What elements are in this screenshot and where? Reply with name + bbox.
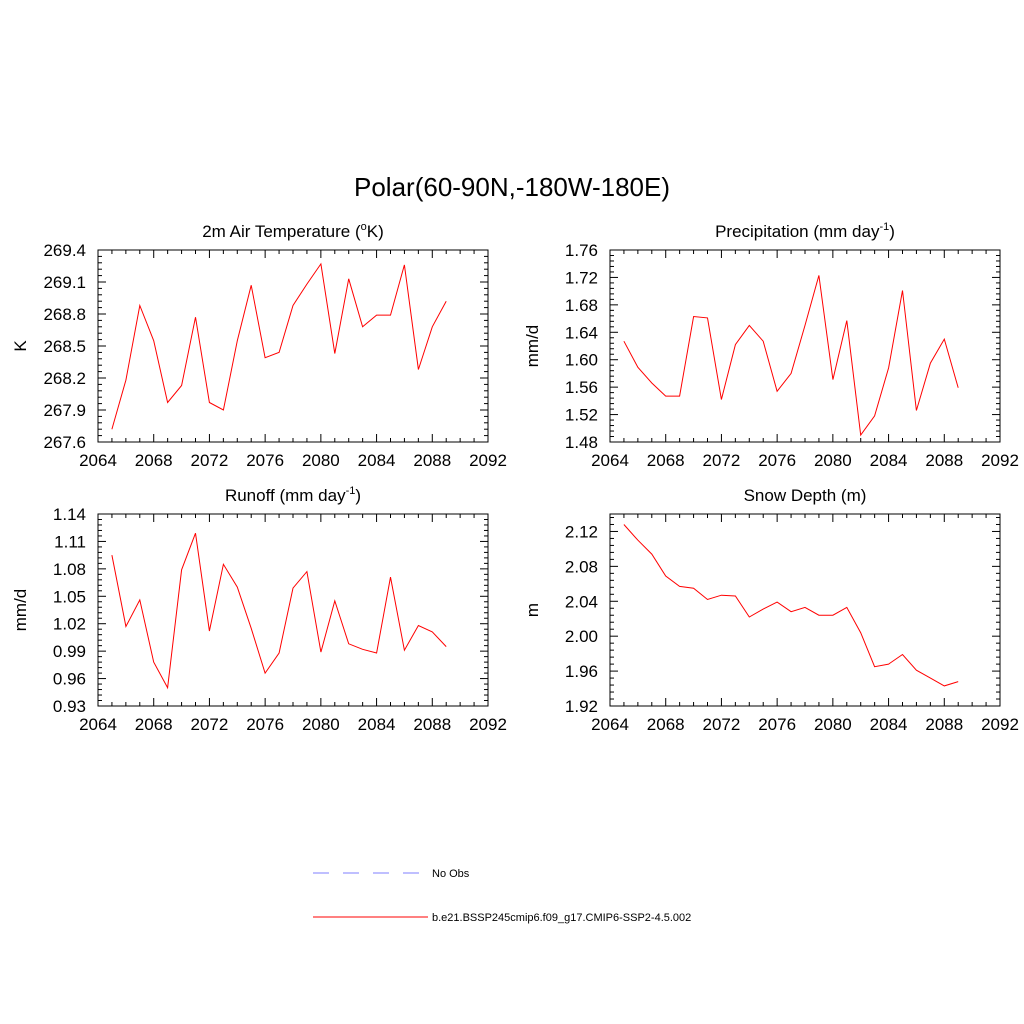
snow-depth-title: Snow Depth (m) (744, 486, 867, 505)
y-tick-label: 1.02 (53, 615, 86, 634)
x-tick-label: 2080 (814, 451, 852, 470)
runoff-ylabel: mm/d (11, 589, 30, 632)
x-tick-label: 2068 (647, 715, 685, 734)
x-tick-label: 2092 (981, 451, 1019, 470)
precipitation-panel: Precipitation (mm day-1) mm/d 2064 2068 2072… (523, 221, 1019, 470)
y-tick-label: 269.1 (43, 273, 86, 292)
y-tick-label: 1.05 (53, 587, 86, 606)
y-tick-label: 1.60 (565, 351, 598, 370)
legend-model-label: b.e21.BSSP245cmip6.f09_g17.CMIP6-SSP2-4.… (432, 912, 691, 924)
chart-panels: 2m Air Temperature (oK) K 2064 2068 2072 2076… (11, 221, 1019, 734)
precipitation-series-line (623, 275, 959, 437)
x-tick-label: 2084 (358, 451, 396, 470)
runoff-panel: Runoff (mm day-1) mm/d 2064 2068 2072 2076 208… (11, 485, 507, 734)
temperature-panel: 2m Air Temperature (oK) K 2064 2068 2072 2076… (11, 221, 507, 470)
y-tick-label: 2.12 (565, 522, 598, 541)
y-tick-label: 1.72 (565, 268, 598, 287)
y-tick-label: 267.9 (43, 401, 86, 420)
precipitation-ylabel: mm/d (523, 325, 542, 368)
y-tick-label: 267.6 (43, 433, 86, 452)
snow-depth-panel: Snow Depth (m) m 2064 2068 2072 2076 2080 2084 2… (523, 486, 1019, 734)
y-tick-label: 1.11 (54, 532, 86, 551)
figure-title: Polar(60-90N,-180W-180E) (354, 172, 670, 202)
x-tick-label: 2092 (469, 715, 507, 734)
y-tick-label: 2.04 (565, 592, 598, 611)
y-tick-label: 269.4 (43, 241, 86, 260)
x-tick-label: 2068 (135, 451, 173, 470)
y-tick-label: 1.52 (565, 406, 598, 425)
legend: No Obs b.e21.BSSP245cmip6.f09_g17.CMIP6-… (313, 868, 691, 924)
x-tick-label: 2080 (302, 451, 340, 470)
y-tick-label: 1.64 (565, 323, 598, 342)
x-tick-label: 2072 (191, 715, 229, 734)
temperature-title: 2m Air Temperature (oK) (202, 221, 384, 241)
x-tick-label: 2064 (591, 715, 629, 734)
precipitation-plot-frame (609, 249, 1001, 443)
x-tick-label: 2064 (591, 451, 629, 470)
x-tick-label: 2088 (413, 451, 451, 470)
y-tick-label: 1.92 (565, 697, 598, 716)
y-tick-label: 1.08 (53, 560, 86, 579)
x-tick-label: 2072 (703, 451, 741, 470)
y-tick-label: 1.56 (565, 378, 598, 397)
y-tick-label: 1.96 (565, 662, 598, 681)
x-tick-label: 2076 (246, 715, 284, 734)
runoff-title: Runoff (mm day-1) (225, 485, 361, 505)
y-tick-label: 0.96 (53, 670, 86, 689)
x-tick-label: 2084 (358, 715, 396, 734)
y-tick-label: 1.14 (53, 505, 86, 524)
temperature-plot-frame (97, 249, 489, 443)
y-tick-label: 1.48 (565, 433, 598, 452)
y-tick-label: 0.93 (53, 697, 86, 716)
x-tick-label: 2088 (925, 451, 963, 470)
snow-depth-ylabel: m (523, 603, 542, 617)
y-tick-label: 1.68 (565, 296, 598, 315)
x-tick-label: 2068 (135, 715, 173, 734)
x-tick-label: 2076 (758, 715, 796, 734)
x-tick-label: 2064 (79, 715, 117, 734)
x-tick-label: 2088 (925, 715, 963, 734)
x-tick-label: 2092 (981, 715, 1019, 734)
snow-depth-series-line (623, 524, 959, 687)
y-tick-label: 2.08 (565, 557, 598, 576)
x-tick-label: 2064 (79, 451, 117, 470)
precipitation-title: Precipitation (mm day-1) (715, 221, 895, 241)
x-tick-label: 2080 (302, 715, 340, 734)
temperature-ylabel: K (11, 340, 30, 352)
y-tick-label: 1.76 (565, 241, 598, 260)
y-tick-label: 2.00 (565, 627, 598, 646)
x-tick-label: 2076 (246, 451, 284, 470)
snow-depth-plot-frame (609, 513, 1001, 707)
y-tick-label: 268.8 (43, 305, 86, 324)
runoff-series-line (111, 533, 447, 690)
x-tick-label: 2092 (469, 451, 507, 470)
x-tick-label: 2068 (647, 451, 685, 470)
x-tick-label: 2076 (758, 451, 796, 470)
runoff-plot-frame (97, 513, 489, 707)
x-tick-label: 2072 (703, 715, 741, 734)
x-tick-label: 2080 (814, 715, 852, 734)
y-tick-label: 268.2 (43, 369, 86, 388)
x-tick-label: 2088 (413, 715, 451, 734)
y-tick-label: 0.99 (53, 642, 86, 661)
x-tick-label: 2084 (870, 715, 908, 734)
legend-obs-label: No Obs (432, 868, 470, 880)
temperature-series-line (111, 262, 447, 430)
x-tick-label: 2084 (870, 451, 908, 470)
x-tick-label: 2072 (191, 451, 229, 470)
y-tick-label: 268.5 (43, 337, 86, 356)
